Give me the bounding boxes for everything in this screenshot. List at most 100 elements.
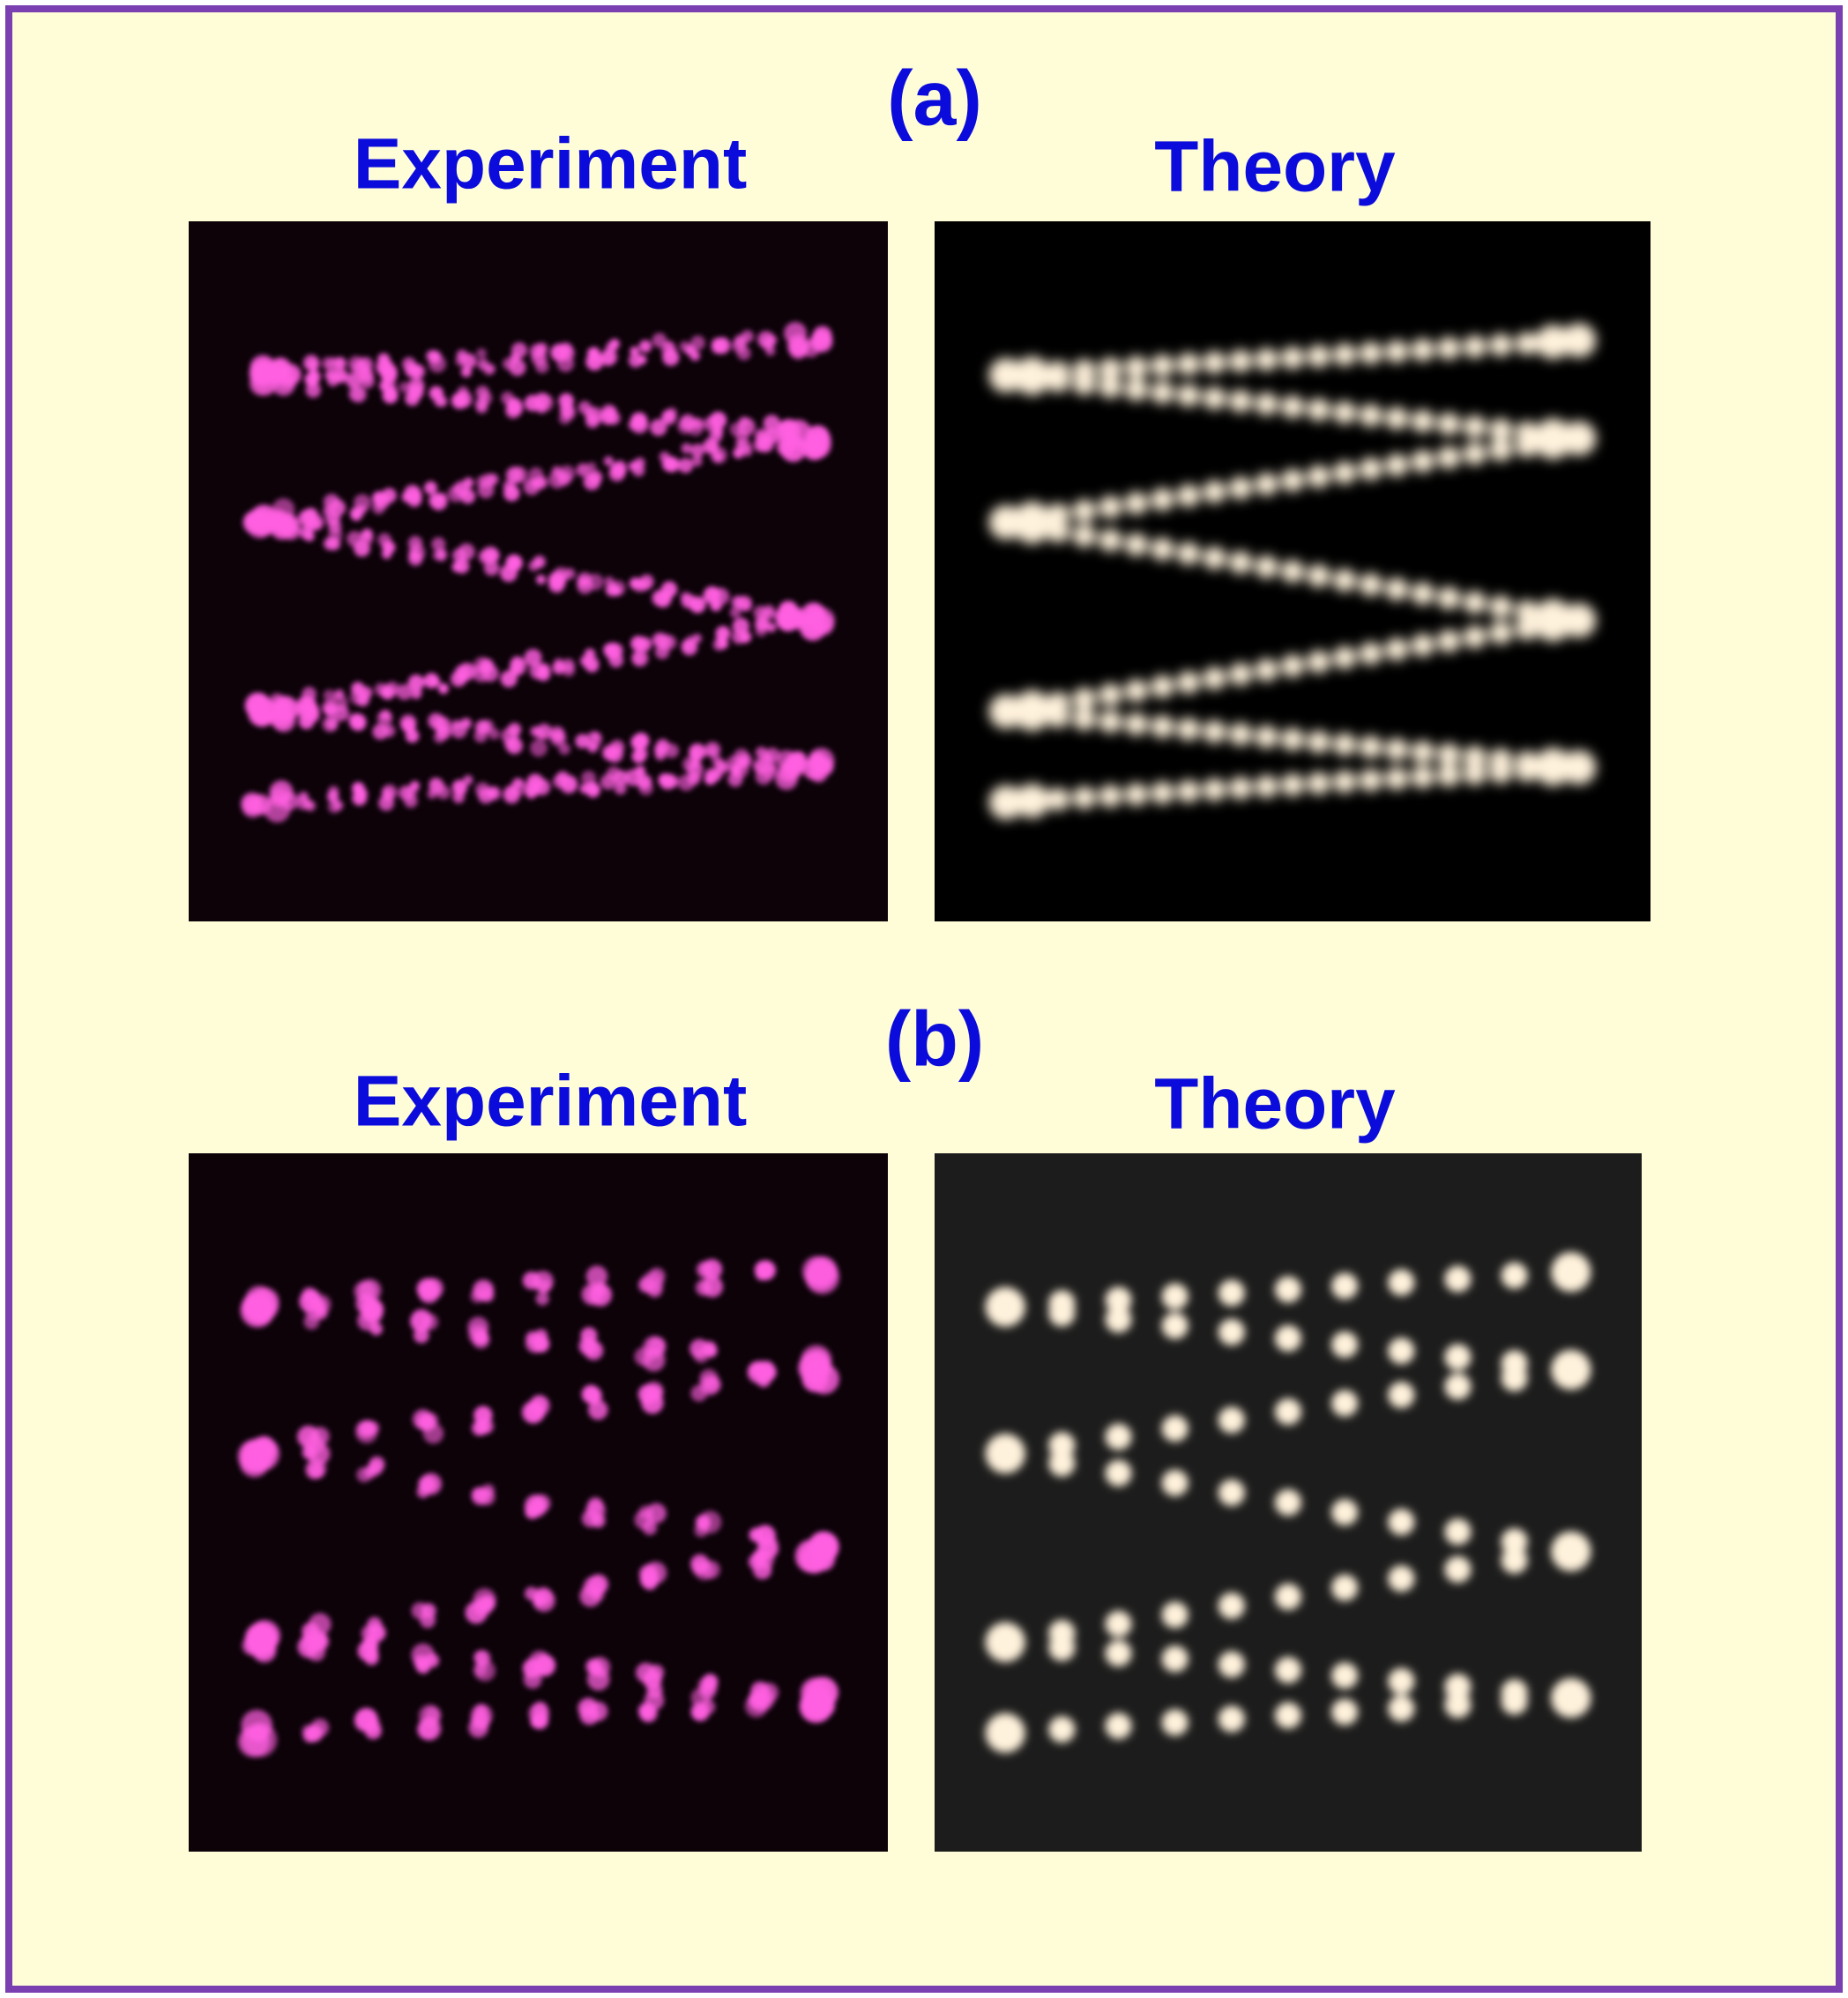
spot — [1535, 607, 1570, 642]
spot — [241, 1710, 272, 1741]
spot — [1203, 351, 1226, 375]
spot — [1048, 1432, 1076, 1459]
spot — [348, 385, 365, 402]
spot — [805, 607, 825, 626]
spot — [985, 1434, 1025, 1474]
spot — [536, 574, 547, 585]
spot — [650, 419, 667, 436]
spot — [707, 587, 718, 599]
spot — [1551, 1350, 1591, 1390]
spot — [1072, 499, 1096, 523]
spot — [1437, 412, 1461, 436]
spot — [1228, 722, 1252, 746]
spot — [242, 511, 267, 534]
spot — [1437, 764, 1461, 787]
pattern — [241, 321, 836, 823]
spot — [988, 504, 1024, 540]
spot — [481, 1484, 495, 1497]
spot — [354, 540, 370, 557]
spot — [359, 686, 373, 699]
spot — [528, 466, 544, 482]
spot — [328, 499, 346, 517]
spot — [1228, 662, 1252, 686]
spot — [471, 1487, 485, 1501]
spot — [270, 512, 294, 537]
spot — [548, 571, 567, 590]
spot — [379, 362, 398, 381]
spot — [1388, 1269, 1415, 1296]
spot — [763, 604, 775, 616]
spot — [422, 1478, 437, 1492]
spot — [1411, 740, 1434, 764]
spot — [354, 494, 371, 512]
spot — [1228, 389, 1252, 413]
spot — [310, 1294, 332, 1315]
spot — [706, 746, 718, 757]
spot — [1072, 786, 1096, 809]
spot — [332, 800, 344, 811]
spot — [1501, 1688, 1528, 1715]
spot — [1388, 1382, 1415, 1409]
spot — [480, 719, 495, 734]
spot — [988, 694, 1024, 729]
spot — [465, 1601, 488, 1624]
spot — [473, 1663, 488, 1677]
spot — [1333, 770, 1357, 794]
spot — [526, 773, 544, 791]
spot — [1161, 1469, 1189, 1496]
spot — [1048, 1634, 1076, 1661]
spot — [327, 537, 341, 551]
spot — [399, 714, 417, 732]
spot — [1515, 332, 1539, 355]
spot — [580, 1327, 598, 1345]
spot — [328, 519, 342, 534]
spot — [706, 440, 719, 454]
spot — [801, 1256, 832, 1286]
spot — [510, 779, 527, 796]
spot — [1255, 392, 1278, 416]
spot — [451, 779, 467, 794]
spot — [734, 438, 745, 449]
spot — [382, 541, 395, 554]
spot — [1385, 453, 1409, 477]
spot — [1047, 787, 1070, 811]
spot — [1275, 1583, 1301, 1610]
spot — [1255, 725, 1278, 749]
spot — [647, 1664, 665, 1681]
spot — [1307, 345, 1330, 369]
spot — [1307, 398, 1330, 421]
spot — [404, 794, 418, 809]
spot — [563, 568, 576, 580]
spot — [607, 411, 621, 425]
spot — [614, 782, 627, 795]
spot — [321, 356, 335, 370]
spot — [1176, 670, 1200, 694]
spot — [1203, 386, 1226, 410]
spot — [1228, 349, 1252, 373]
spot — [303, 1314, 320, 1330]
spot — [1331, 1499, 1359, 1526]
spot — [704, 1375, 721, 1394]
spot — [604, 576, 615, 586]
spot — [614, 459, 627, 473]
spot — [399, 381, 411, 393]
spot — [436, 548, 448, 560]
spot — [424, 1706, 441, 1723]
spot — [1437, 586, 1461, 610]
spot — [1218, 1651, 1245, 1678]
spot — [363, 1716, 381, 1734]
spot — [322, 716, 339, 733]
spot — [1331, 1272, 1359, 1300]
spot — [589, 1657, 611, 1678]
spot — [1255, 658, 1278, 682]
spot — [473, 1704, 488, 1718]
spot — [1218, 1318, 1245, 1346]
spot — [662, 774, 674, 787]
spot — [1124, 712, 1148, 736]
spot — [346, 372, 362, 389]
spot — [1411, 409, 1434, 433]
spot — [1535, 751, 1570, 787]
image-title: Experiment — [354, 124, 748, 205]
spot — [473, 656, 491, 674]
spot — [664, 456, 680, 473]
